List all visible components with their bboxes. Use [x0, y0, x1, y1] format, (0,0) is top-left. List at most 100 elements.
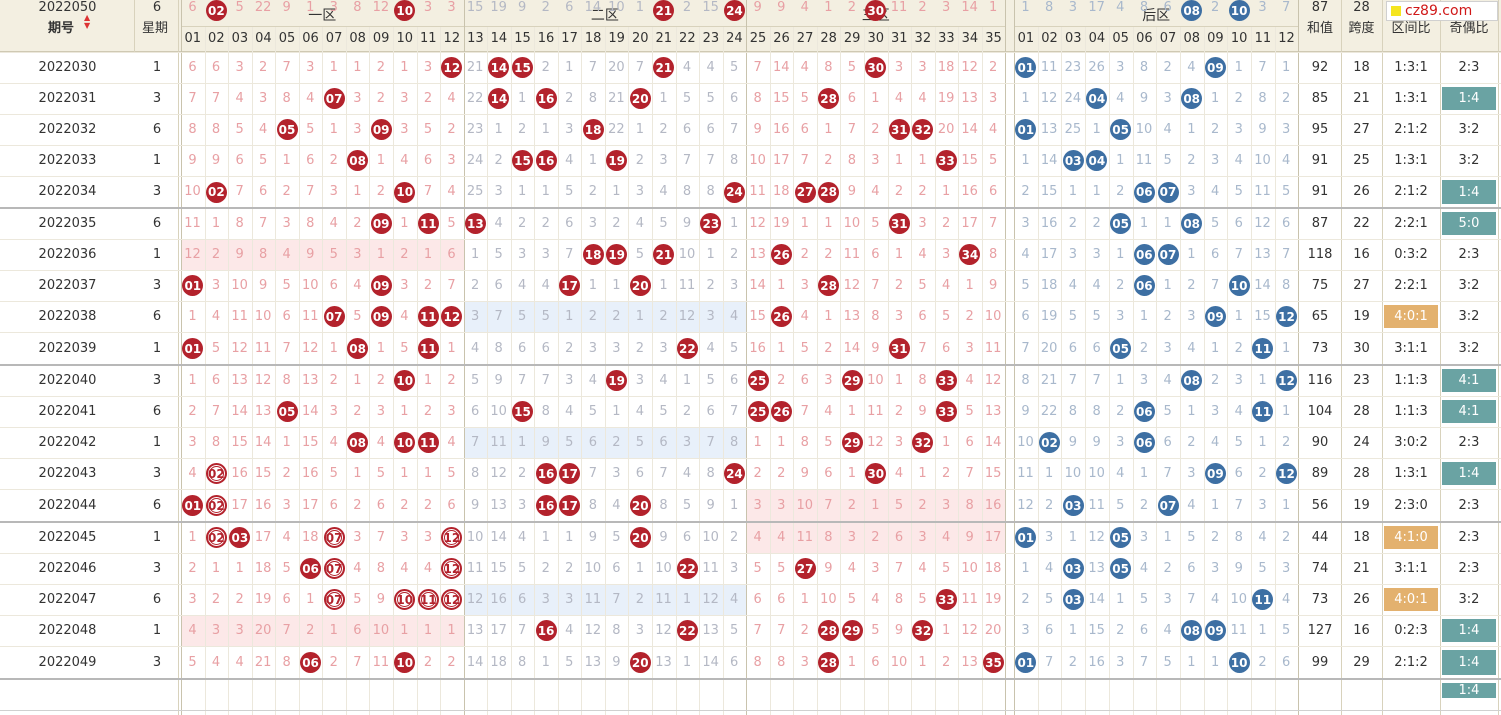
issue-number[interactable]: 2022032: [38, 121, 97, 137]
back-ball[interactable]: 10: [1228, 652, 1250, 673]
back-ball[interactable]: 10: [1228, 0, 1250, 21]
front-ball[interactable]: 29: [841, 620, 863, 641]
front-ball[interactable]: 05: [276, 401, 298, 422]
issue-number[interactable]: 2022038: [38, 308, 97, 324]
front-ball[interactable]: 10: [394, 589, 416, 610]
front-ball[interactable]: 15: [512, 57, 533, 78]
back-ball[interactable]: 03: [1062, 495, 1084, 516]
front-ball[interactable]: 28: [818, 181, 840, 203]
front-ball[interactable]: 30: [865, 463, 887, 484]
front-ball[interactable]: 01: [182, 338, 204, 359]
front-ball[interactable]: 33: [935, 401, 957, 422]
front-ball[interactable]: 02: [205, 495, 227, 516]
front-ball[interactable]: 16: [535, 620, 557, 641]
front-ball[interactable]: 15: [512, 150, 533, 171]
front-ball[interactable]: 01: [182, 275, 204, 296]
front-ball[interactable]: 12: [441, 57, 463, 78]
front-ball[interactable]: 02: [205, 0, 227, 21]
front-ball[interactable]: 18: [582, 119, 604, 140]
front-ball[interactable]: 22: [676, 558, 698, 579]
front-ball[interactable]: 31: [888, 213, 910, 234]
front-ball[interactable]: 27: [794, 558, 816, 579]
back-ball[interactable]: 03: [1062, 558, 1084, 579]
front-ball[interactable]: 20: [629, 652, 651, 673]
front-ball[interactable]: 06: [300, 652, 322, 673]
back-ball[interactable]: 06: [1133, 244, 1155, 265]
front-ball[interactable]: 33: [935, 150, 957, 171]
front-ball[interactable]: 28: [818, 620, 840, 641]
front-ball[interactable]: 07: [323, 589, 345, 610]
back-ball[interactable]: 11: [1252, 589, 1274, 610]
front-ball[interactable]: 07: [323, 527, 345, 548]
issue-number[interactable]: 2022036: [38, 246, 97, 262]
front-ball[interactable]: 08: [347, 432, 369, 453]
front-ball[interactable]: 12: [441, 527, 463, 548]
issue-header-label[interactable]: 期号: [48, 21, 75, 36]
front-ball[interactable]: 02: [205, 463, 227, 484]
front-ball[interactable]: 12: [441, 589, 463, 610]
issue-number[interactable]: 2022037: [38, 277, 97, 293]
issue-number[interactable]: 2022050: [38, 0, 97, 15]
front-ball[interactable]: 31: [888, 119, 910, 140]
front-ball[interactable]: 24: [723, 181, 745, 203]
front-ball[interactable]: 07: [323, 558, 345, 579]
back-ball[interactable]: 01: [1015, 527, 1037, 548]
front-ball[interactable]: 25: [747, 370, 769, 391]
front-ball[interactable]: 26: [771, 306, 793, 327]
front-ball[interactable]: 22: [676, 620, 698, 641]
sort-arrows-icon-down[interactable]: ▼: [84, 21, 91, 30]
back-ball[interactable]: 11: [1252, 338, 1274, 359]
front-ball[interactable]: 23: [700, 213, 722, 234]
front-ball[interactable]: 28: [818, 275, 840, 296]
front-ball[interactable]: 06: [300, 558, 322, 579]
back-ball[interactable]: 04: [1086, 150, 1108, 171]
front-ball[interactable]: 20: [629, 88, 651, 109]
back-ball[interactable]: 08: [1181, 620, 1203, 641]
issue-number[interactable]: 2022047: [38, 591, 97, 607]
back-ball[interactable]: 01: [1015, 652, 1037, 673]
front-ball[interactable]: 10: [394, 181, 416, 203]
issue-number[interactable]: 2022030: [38, 59, 97, 75]
front-ball[interactable]: 07: [323, 88, 345, 109]
front-ball[interactable]: 28: [818, 652, 840, 673]
front-ball[interactable]: 11: [417, 432, 439, 453]
back-ball[interactable]: 08: [1181, 88, 1203, 109]
front-ball[interactable]: 31: [888, 338, 910, 359]
issue-number[interactable]: 2022043: [38, 465, 97, 481]
front-ball[interactable]: 13: [464, 213, 486, 234]
front-ball[interactable]: 17: [559, 463, 581, 484]
front-ball[interactable]: 08: [347, 338, 369, 359]
front-ball[interactable]: 32: [912, 432, 934, 453]
front-ball[interactable]: 21: [653, 57, 675, 78]
front-ball[interactable]: 09: [370, 275, 392, 296]
front-ball[interactable]: 19: [606, 244, 628, 265]
back-ball[interactable]: 09: [1204, 57, 1226, 78]
front-ball[interactable]: 08: [347, 150, 369, 171]
back-ball[interactable]: 05: [1110, 338, 1132, 359]
back-ball[interactable]: 12: [1276, 370, 1297, 391]
issue-number[interactable]: 2022033: [38, 152, 97, 168]
back-ball[interactable]: 06: [1133, 401, 1155, 422]
front-ball[interactable]: 30: [865, 57, 887, 78]
front-ball[interactable]: 33: [935, 589, 957, 610]
front-ball[interactable]: 16: [535, 495, 557, 516]
front-ball[interactable]: 33: [935, 370, 957, 391]
front-ball[interactable]: 30: [865, 0, 887, 21]
front-ball[interactable]: 02: [205, 527, 227, 548]
issue-number[interactable]: 2022035: [38, 215, 97, 231]
front-ball[interactable]: 29: [841, 432, 863, 453]
front-ball[interactable]: 26: [771, 244, 793, 265]
front-ball[interactable]: 11: [417, 306, 439, 327]
back-ball[interactable]: 12: [1276, 306, 1297, 327]
back-ball[interactable]: 05: [1110, 213, 1132, 234]
front-ball[interactable]: 27: [794, 181, 816, 203]
back-ball[interactable]: 10: [1228, 275, 1250, 296]
front-ball[interactable]: 19: [606, 370, 628, 391]
front-ball[interactable]: 24: [723, 0, 745, 21]
front-ball[interactable]: 32: [912, 620, 934, 641]
front-ball[interactable]: 20: [629, 527, 651, 548]
front-ball[interactable]: 21: [653, 244, 675, 265]
front-ball[interactable]: 21: [653, 0, 675, 21]
back-ball[interactable]: 11: [1252, 401, 1274, 422]
issue-number[interactable]: 2022039: [38, 340, 97, 356]
